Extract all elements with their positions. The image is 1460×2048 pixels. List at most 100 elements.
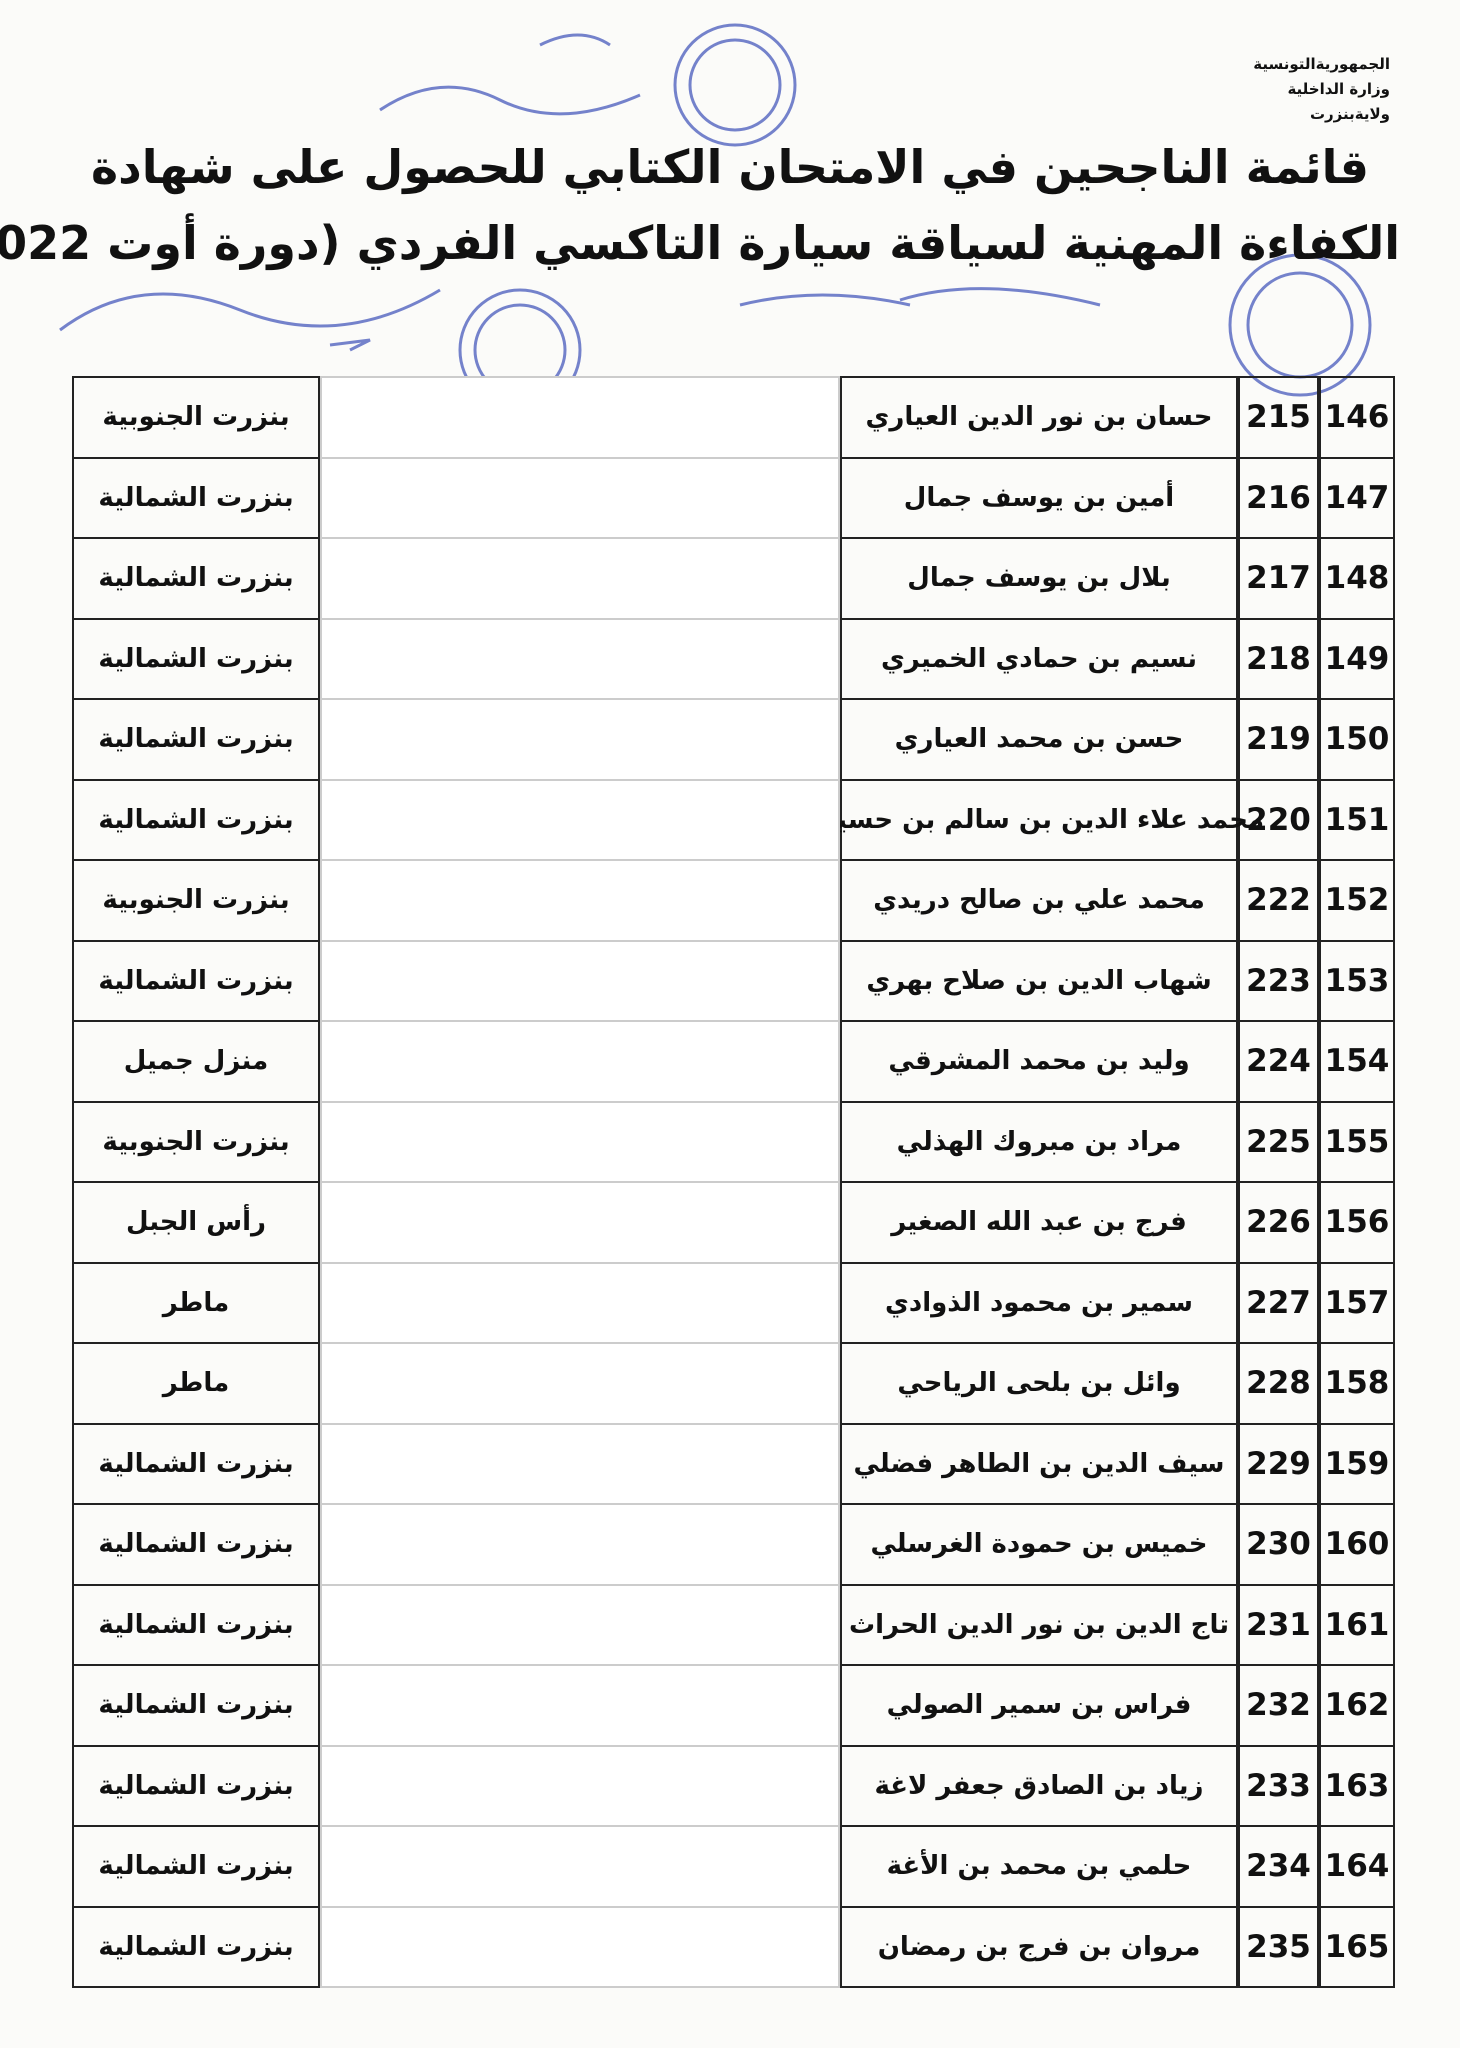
candidate-name: محمد علي بن صالح دريدي — [840, 859, 1238, 942]
candidate-name: حلمي بن محمد بن الأغة — [840, 1825, 1238, 1908]
region: بنزرت الشمالية — [72, 1825, 320, 1908]
candidate-name: مروان بن فرج بن رمضان — [840, 1905, 1238, 1988]
region: بنزرت الجنوبية — [72, 376, 320, 459]
redacted-cell — [320, 376, 840, 459]
header-line: وزارة الداخلية — [1287, 80, 1390, 98]
candidate-id: 224 — [1238, 1020, 1319, 1103]
row-number: 150 — [1319, 698, 1395, 781]
candidate-id: 230 — [1238, 1503, 1319, 1586]
row-number: 158 — [1319, 1342, 1395, 1425]
row-number: 147 — [1319, 456, 1395, 539]
region: بنزرت الشمالية — [72, 1503, 320, 1586]
redacted-cell — [320, 1905, 840, 1988]
title-line: الكفاءة المهنية لسياقة سيارة التاكسي الف… — [0, 216, 1400, 270]
region: بنزرت الشمالية — [72, 1905, 320, 1988]
row-number: 154 — [1319, 1020, 1395, 1103]
candidate-name: شهاب الدين بن صلاح بهري — [840, 939, 1238, 1022]
candidate-name: تاج الدين بن نور الدين الحراث — [840, 1583, 1238, 1666]
header-line: ولايةبنزرت — [1309, 105, 1390, 123]
region: بنزرت الشمالية — [72, 1664, 320, 1747]
region: رأس الجبل — [72, 1181, 320, 1264]
candidate-id: 218 — [1238, 617, 1319, 700]
redacted-cell — [320, 1100, 840, 1183]
row-number: 155 — [1319, 1100, 1395, 1183]
candidate-id: 217 — [1238, 537, 1319, 620]
candidate-id: 216 — [1238, 456, 1319, 539]
candidate-id: 215 — [1238, 376, 1319, 459]
candidate-id: 227 — [1238, 1261, 1319, 1344]
row-number: 163 — [1319, 1744, 1395, 1827]
redacted-cell — [320, 1583, 840, 1666]
row-number: 164 — [1319, 1825, 1395, 1908]
region: ماطر — [72, 1342, 320, 1425]
region: بنزرت الجنوبية — [72, 859, 320, 942]
candidate-name: فرج بن عبد الله الصغير — [840, 1181, 1238, 1264]
row-number: 151 — [1319, 778, 1395, 861]
redacted-cell — [320, 456, 840, 539]
row-number: 165 — [1319, 1905, 1395, 1988]
region: بنزرت الشمالية — [72, 1583, 320, 1666]
region: ماطر — [72, 1261, 320, 1344]
region: بنزرت الشمالية — [72, 537, 320, 620]
candidate-name: محمد علاء الدين بن سالم بن حسين — [814, 778, 1264, 861]
candidate-name: حسن بن محمد العياري — [840, 698, 1238, 781]
region: بنزرت الشمالية — [72, 698, 320, 781]
candidate-id: 232 — [1238, 1664, 1319, 1747]
candidate-name: خميس بن حمودة الغرسلي — [840, 1503, 1238, 1586]
candidate-name: سمير بن محمود الذوادي — [840, 1261, 1238, 1344]
candidate-name: فراس بن سمير الصولي — [840, 1664, 1238, 1747]
candidate-id: 235 — [1238, 1905, 1319, 1988]
redacted-cell — [320, 939, 840, 1022]
redacted-cell — [320, 1342, 840, 1425]
row-number: 157 — [1319, 1261, 1395, 1344]
candidate-id: 226 — [1238, 1181, 1319, 1264]
candidate-id: 231 — [1238, 1583, 1319, 1666]
redacted-cell — [320, 1664, 840, 1747]
row-number: 160 — [1319, 1503, 1395, 1586]
candidate-name: نسيم بن حمادي الخميري — [840, 617, 1238, 700]
candidate-id: 228 — [1238, 1342, 1319, 1425]
candidate-name: أمين بن يوسف جمال — [840, 456, 1238, 539]
redacted-cell — [320, 1825, 840, 1908]
candidate-id: 219 — [1238, 698, 1319, 781]
redacted-cell — [320, 698, 840, 781]
candidate-id: 223 — [1238, 939, 1319, 1022]
candidate-id: 222 — [1238, 859, 1319, 942]
redacted-cell — [320, 1020, 840, 1103]
row-number: 153 — [1319, 939, 1395, 1022]
redacted-cell — [320, 617, 840, 700]
region: بنزرت الشمالية — [72, 456, 320, 539]
redacted-cell — [320, 1503, 840, 1586]
region: منزل جميل — [72, 1020, 320, 1103]
candidate-name: زياد بن الصادق جعفر لاغة — [840, 1744, 1238, 1827]
row-number: 149 — [1319, 617, 1395, 700]
redacted-cell — [320, 1181, 840, 1264]
region: بنزرت الجنوبية — [72, 1100, 320, 1183]
redacted-cell — [320, 859, 840, 942]
candidate-name: بلال بن يوسف جمال — [840, 537, 1238, 620]
redacted-cell — [320, 1744, 840, 1827]
region: بنزرت الشمالية — [72, 1422, 320, 1505]
row-number: 162 — [1319, 1664, 1395, 1747]
candidate-id: 229 — [1238, 1422, 1319, 1505]
region: بنزرت الشمالية — [72, 778, 320, 861]
region: بنزرت الشمالية — [72, 939, 320, 1022]
row-number: 146 — [1319, 376, 1395, 459]
candidate-name: مراد بن مبروك الهذلي — [840, 1100, 1238, 1183]
title-line: قائمة الناجحين في الامتحان الكتابي للحصو… — [90, 140, 1369, 194]
redacted-cell — [320, 778, 840, 861]
candidate-name: وليد بن محمد المشرقي — [840, 1020, 1238, 1103]
row-number: 159 — [1319, 1422, 1395, 1505]
stamps-signatures — [59, 23, 1372, 400]
candidate-name: حسان بن نور الدين العياري — [840, 376, 1238, 459]
row-number: 148 — [1319, 537, 1395, 620]
header-line: الجمهوريةالتونسية — [1253, 55, 1390, 73]
candidate-id: 234 — [1238, 1825, 1319, 1908]
redacted-cell — [320, 1422, 840, 1505]
region: بنزرت الشمالية — [72, 1744, 320, 1827]
candidate-name: وائل بن بلحى الرياحي — [840, 1342, 1238, 1425]
row-number: 152 — [1319, 859, 1395, 942]
candidate-name: سيف الدين بن الطاهر فضلي — [840, 1422, 1238, 1505]
